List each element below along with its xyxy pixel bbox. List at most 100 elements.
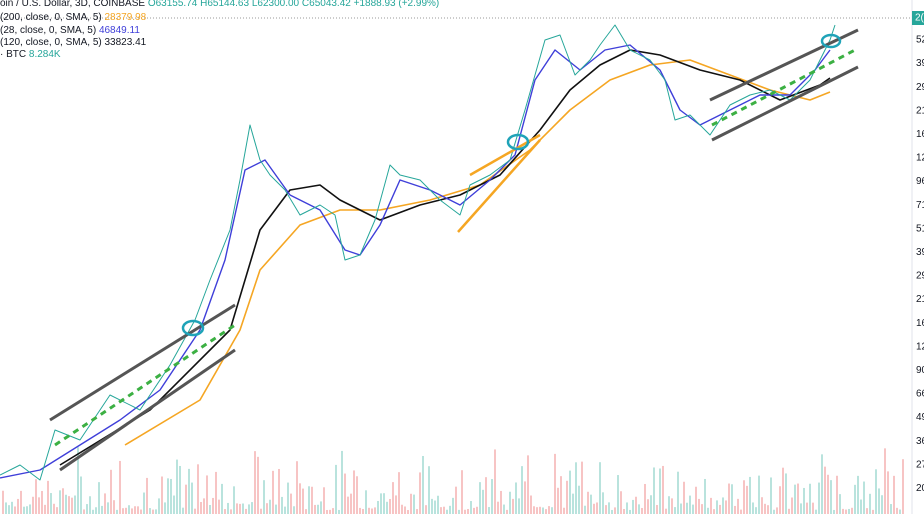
volume-bar [821, 454, 823, 514]
volume-bar [524, 481, 526, 514]
volume-bar [389, 498, 391, 514]
volume-bar [239, 503, 241, 514]
volume-bar [38, 497, 40, 514]
volume-bar [638, 504, 640, 514]
volume-bar [767, 505, 769, 514]
volume-bar [50, 493, 52, 514]
channel-line [59, 348, 236, 472]
price-label: 27 [916, 459, 924, 470]
volume-bar [722, 497, 724, 514]
volume-bar [758, 475, 760, 514]
volume-bar [137, 506, 139, 514]
volume-bar [485, 477, 487, 514]
price-label: 71 [916, 200, 924, 211]
volume-bar [170, 478, 172, 514]
volume-bar [809, 483, 811, 514]
volume-bar [197, 464, 199, 514]
volume-bar [716, 500, 718, 514]
volume-bar [542, 507, 544, 514]
volume-bar [89, 496, 91, 514]
volume-bar [530, 495, 532, 514]
volume-bar [500, 490, 502, 514]
volume-bar [620, 491, 622, 514]
volume-bar [815, 509, 817, 514]
volume-bar [404, 506, 406, 514]
volume-bar [362, 508, 364, 514]
volume-bar [434, 500, 436, 514]
volume-bar [632, 499, 634, 514]
volume-bar [83, 509, 85, 514]
volume-bar [662, 465, 664, 514]
highlight-circle [506, 133, 530, 151]
volume-bar [29, 504, 31, 514]
volume-bar [35, 479, 37, 514]
volume-bar [884, 448, 886, 514]
volume-bar [896, 507, 898, 514]
volume-bar [692, 504, 694, 514]
volume-bar [167, 478, 169, 514]
volume-bar [251, 502, 253, 514]
volume-bar [311, 486, 313, 514]
volume-bar [659, 468, 661, 514]
volume-bar [863, 481, 865, 514]
volume-bar [65, 494, 67, 514]
sma-200 [124, 59, 831, 446]
volume-bar [644, 483, 646, 514]
volume-bar [146, 477, 148, 514]
volume-bar [335, 464, 337, 514]
volume-bar [734, 505, 736, 514]
volume-bar [245, 508, 247, 514]
volume-bar [287, 482, 289, 514]
volume-bar [374, 507, 376, 514]
volume-bar [155, 509, 157, 514]
volume-bar [218, 499, 220, 514]
volume-bar [92, 509, 94, 514]
volume-bar [236, 503, 238, 514]
volume-bar [848, 508, 850, 514]
volume-bar [575, 462, 577, 514]
price-label: 52 [916, 35, 924, 46]
volume-bar [317, 504, 319, 514]
volume-bar [539, 506, 541, 514]
channel-line [49, 303, 236, 422]
volume-bar [185, 484, 187, 514]
volume-bar [596, 502, 598, 514]
price-label: 21 [916, 105, 924, 116]
volume-bar [230, 509, 232, 514]
legend: oin / U.S. Dollar, 3D, COINBASE O63155.7… [0, 0, 439, 60]
volume-bar [791, 497, 793, 514]
volume-bar [800, 503, 802, 514]
volume-bar [191, 482, 193, 514]
volume-bar [101, 505, 103, 514]
volume-bar [431, 498, 433, 514]
volume-bar [149, 508, 151, 514]
volume-bar [233, 486, 235, 514]
volume-bar [545, 509, 547, 514]
volume-bar [794, 484, 796, 514]
volume-bar [248, 504, 250, 514]
volume-bar [875, 469, 877, 514]
volume-bar [332, 508, 334, 514]
volume-bar [608, 502, 610, 514]
volume-bar [41, 490, 43, 514]
volume-bar [392, 482, 394, 514]
volume-bar [671, 498, 673, 514]
volume-bar [617, 475, 619, 514]
volume-bar [224, 509, 226, 514]
volume-bar [260, 508, 262, 514]
volume-bar [569, 470, 571, 514]
highlight-circle [181, 319, 205, 337]
volume-bar [407, 509, 409, 514]
volume-bar [743, 480, 745, 514]
volume-bar [683, 481, 685, 514]
volume-bar [782, 467, 784, 514]
volume-bar [179, 465, 181, 514]
volume-bar [122, 508, 124, 514]
volume-bar [824, 466, 826, 514]
volume-bar [86, 504, 88, 514]
legend-ma: (200, close, 0, SMA, 5) 28379.98 [0, 12, 147, 23]
volume-bar [293, 506, 295, 514]
volume-bar [347, 496, 349, 514]
volume-bar [140, 509, 142, 514]
